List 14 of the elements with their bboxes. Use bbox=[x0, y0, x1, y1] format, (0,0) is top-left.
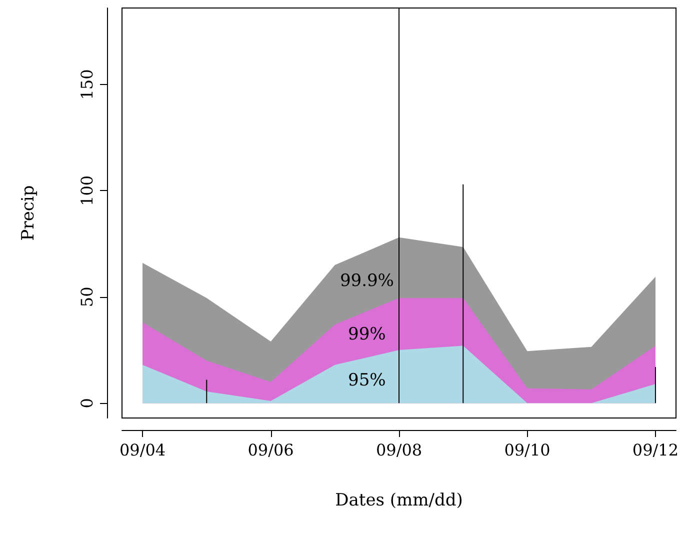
x-tick-label: 09/06 bbox=[248, 440, 294, 460]
series-label: 99% bbox=[348, 324, 386, 344]
y-tick-label: 150 bbox=[78, 69, 96, 100]
y-axis-title: Precip bbox=[18, 185, 38, 241]
x-tick-label: 09/10 bbox=[504, 440, 550, 460]
x-tick-label: 09/04 bbox=[119, 440, 166, 460]
series-label: 95% bbox=[348, 370, 386, 390]
y-tick-label: 50 bbox=[78, 286, 96, 308]
x-axis-title: Dates (mm/dd) bbox=[335, 490, 463, 510]
x-tick-label: 09/08 bbox=[376, 440, 422, 460]
x-tick-label: 09/12 bbox=[632, 440, 679, 460]
y-tick-label: 0 bbox=[78, 398, 96, 408]
y-tick-label: 100 bbox=[78, 175, 96, 206]
series-label: 99.9% bbox=[340, 271, 394, 292]
